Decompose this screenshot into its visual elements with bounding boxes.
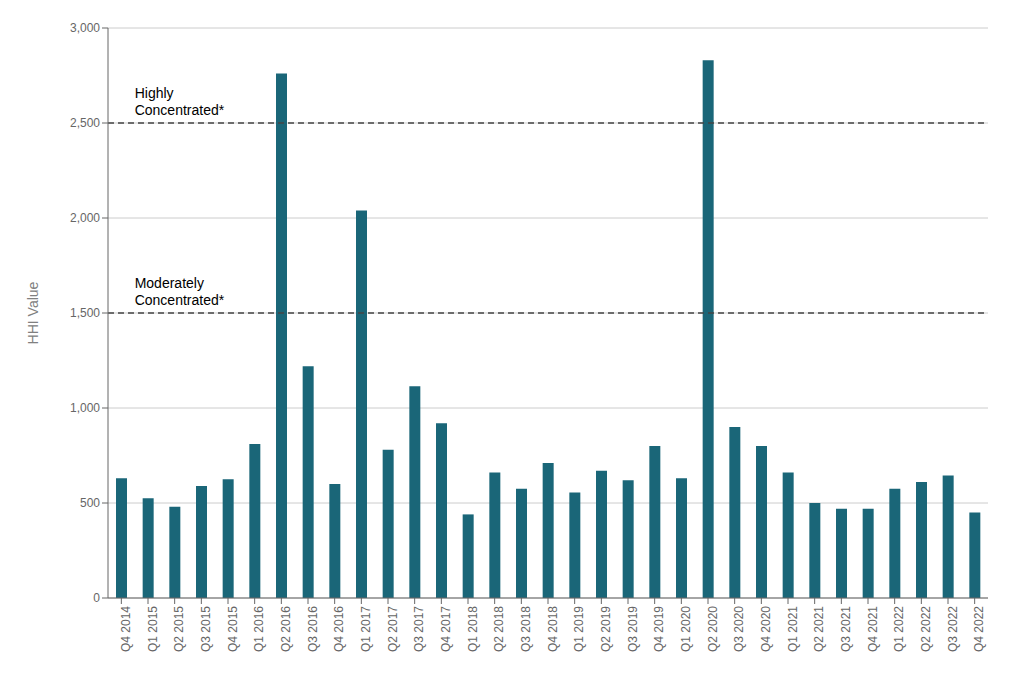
svg-text:Q4 2016: Q4 2016 <box>332 606 346 652</box>
svg-text:Q2 2021: Q2 2021 <box>812 606 826 652</box>
svg-text:Q1 2015: Q1 2015 <box>146 606 160 652</box>
svg-text:Q4 2019: Q4 2019 <box>652 606 666 652</box>
svg-text:Q4 2022: Q4 2022 <box>972 606 986 652</box>
svg-text:Q2 2018: Q2 2018 <box>492 606 506 652</box>
svg-text:Q3 2019: Q3 2019 <box>626 606 640 652</box>
svg-text:Q3 2016: Q3 2016 <box>306 606 320 652</box>
svg-text:Q4 2018: Q4 2018 <box>546 606 560 652</box>
svg-text:Q1 2019: Q1 2019 <box>572 606 586 652</box>
svg-text:Q1 2016: Q1 2016 <box>252 606 266 652</box>
svg-text:Q1 2021: Q1 2021 <box>786 606 800 652</box>
svg-text:Q2 2016: Q2 2016 <box>279 606 293 652</box>
svg-text:Q1 2020: Q1 2020 <box>679 606 693 652</box>
svg-text:Q4 2014: Q4 2014 <box>119 606 133 652</box>
svg-text:Q4 2015: Q4 2015 <box>226 606 240 652</box>
svg-text:1,000: 1,000 <box>70 401 100 415</box>
svg-text:Q4 2020: Q4 2020 <box>759 606 773 652</box>
svg-text:Q3 2022: Q3 2022 <box>946 606 960 652</box>
svg-text:Q2 2019: Q2 2019 <box>599 606 613 652</box>
svg-text:500: 500 <box>80 496 100 510</box>
svg-text:2,500: 2,500 <box>70 116 100 130</box>
svg-text:Q2 2022: Q2 2022 <box>919 606 933 652</box>
svg-text:ModeratelyConcentrated*: ModeratelyConcentrated* <box>135 275 225 308</box>
svg-text:2,000: 2,000 <box>70 211 100 225</box>
svg-text:Q2 2015: Q2 2015 <box>172 606 186 652</box>
svg-text:Q1 2022: Q1 2022 <box>892 606 906 652</box>
svg-text:Q1 2018: Q1 2018 <box>466 606 480 652</box>
svg-text:Q4 2021: Q4 2021 <box>866 606 880 652</box>
svg-text:Q2 2020: Q2 2020 <box>706 606 720 652</box>
svg-text:Q3 2015: Q3 2015 <box>199 606 213 652</box>
svg-text:HHI Value: HHI Value <box>25 281 41 344</box>
svg-text:Q4 2017: Q4 2017 <box>439 606 453 652</box>
svg-text:HighlyConcentrated*: HighlyConcentrated* <box>135 85 225 118</box>
svg-text:0: 0 <box>93 591 100 605</box>
svg-text:Q3 2017: Q3 2017 <box>412 606 426 652</box>
svg-text:1,500: 1,500 <box>70 306 100 320</box>
svg-text:Q2 2017: Q2 2017 <box>386 606 400 652</box>
svg-text:Q3 2018: Q3 2018 <box>519 606 533 652</box>
svg-text:Q1 2017: Q1 2017 <box>359 606 373 652</box>
svg-text:3,000: 3,000 <box>70 21 100 35</box>
svg-text:Q3 2020: Q3 2020 <box>732 606 746 652</box>
svg-text:Q3 2021: Q3 2021 <box>839 606 853 652</box>
